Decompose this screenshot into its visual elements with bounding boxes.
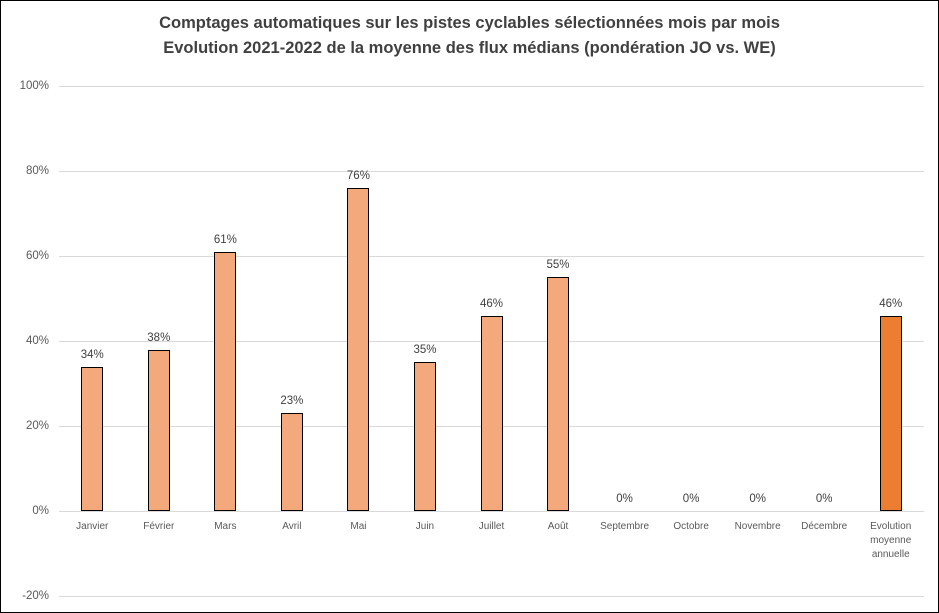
x-category-label: Evolution moyenne annuelle (870, 521, 912, 560)
bar-février (147, 349, 170, 511)
bar-value-label: 23% (280, 395, 304, 408)
bar-value-label: 34% (80, 348, 104, 361)
y-axis-tick-label: 100% (19, 80, 49, 92)
chart-title: Comptages automatiques sur les pistes cy… (1, 11, 938, 61)
y-axis-tick-label: 20% (25, 420, 49, 432)
x-category-label: Juin (415, 521, 435, 532)
bar-value-label: 0% (749, 493, 766, 505)
bar-avril (280, 413, 303, 511)
bar-value-label: 0% (815, 493, 833, 505)
y-axis-tick-label: 80% (25, 165, 49, 177)
x-category-label: Janvier (76, 521, 109, 532)
chart-title-line1: Comptages automatiques sur les pistes cy… (159, 14, 780, 32)
bar-mars (214, 251, 237, 511)
x-category-label: Septembre (600, 521, 650, 532)
x-category-label: Mai (350, 521, 367, 532)
x-category-label: Décembre (801, 521, 848, 532)
bar-juin (413, 362, 436, 511)
y-gridline (59, 86, 924, 87)
bar-value-label: 0% (616, 493, 633, 505)
x-category-label: Février (143, 521, 175, 532)
bar-janvier (81, 366, 104, 511)
bar-août (547, 277, 570, 511)
bar-mai (347, 188, 370, 511)
y-gridline (59, 511, 924, 512)
y-axis-tick-label: 60% (25, 250, 49, 262)
x-category-label: Avril (282, 521, 302, 532)
x-category-label: Mars (214, 521, 237, 532)
bar-value-label: 76% (346, 170, 370, 182)
x-category-label: Juillet (478, 521, 505, 532)
bar-value-label: 38% (147, 331, 171, 344)
y-axis-tick-label: -20% (22, 590, 49, 602)
y-axis-tick-label: 0% (32, 505, 49, 517)
bar-evolution-moyenne-annuelle (879, 315, 902, 511)
y-gridline (59, 171, 924, 172)
x-category-label: Août (547, 521, 569, 532)
bar-juillet (480, 315, 503, 511)
y-gridline (59, 596, 924, 597)
x-category-label: Octobre (673, 521, 709, 532)
x-category-label: Novembre (734, 521, 781, 532)
y-gridline (59, 256, 924, 257)
chart-title-line2: Evolution 2021-2022 de la moyenne des fl… (163, 39, 776, 57)
bar-value-label: 46% (479, 297, 504, 310)
bar-value-label: 61% (213, 233, 237, 246)
bar-value-label: 46% (879, 297, 903, 310)
bar-value-label: 55% (546, 259, 570, 272)
bar-value-label: 35% (413, 344, 437, 357)
y-axis-tick-label: 40% (25, 335, 49, 347)
bar-value-label: 0% (682, 493, 700, 505)
